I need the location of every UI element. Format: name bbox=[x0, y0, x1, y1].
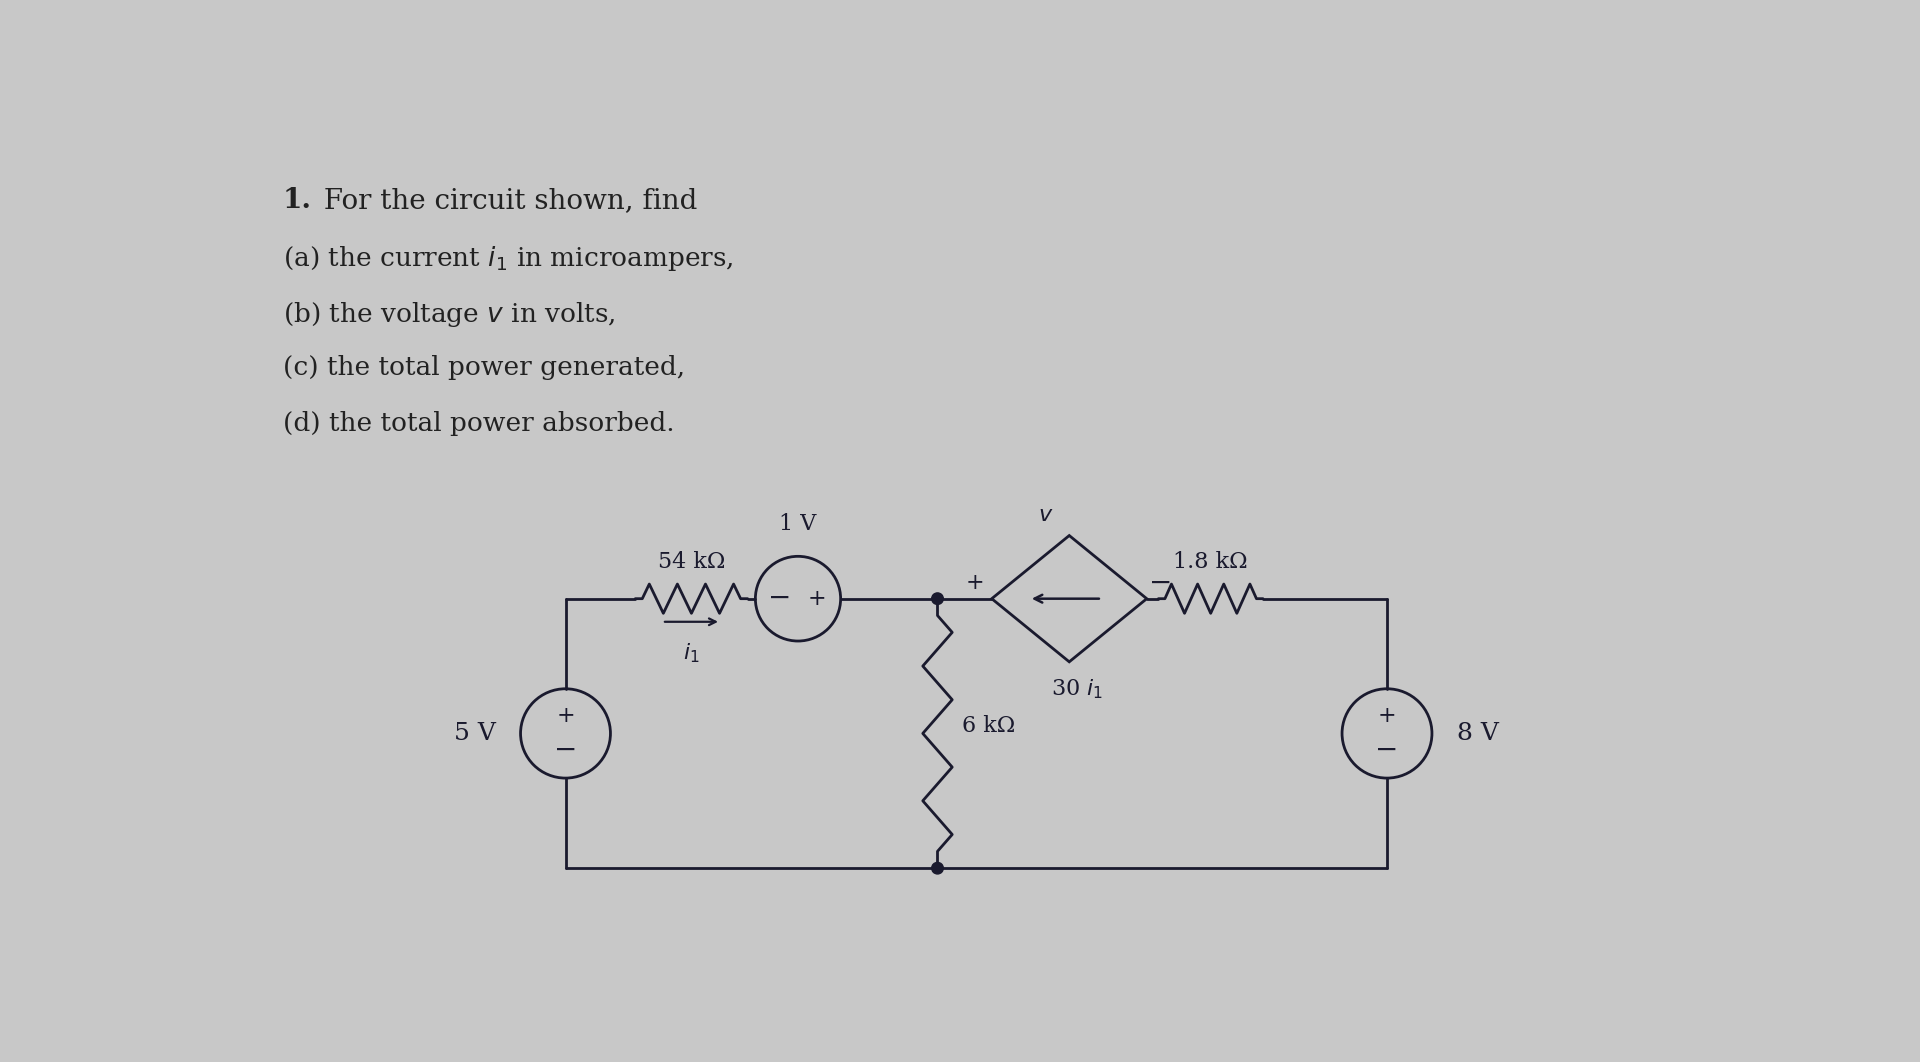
Text: (a) the current $i_1$ in microampers,: (a) the current $i_1$ in microampers, bbox=[282, 244, 733, 274]
Text: 8 V: 8 V bbox=[1457, 722, 1500, 744]
Text: 1.: 1. bbox=[282, 187, 311, 213]
Text: 1.8 kΩ: 1.8 kΩ bbox=[1173, 551, 1248, 573]
Text: 5 V: 5 V bbox=[453, 722, 495, 744]
Text: 1 V: 1 V bbox=[780, 513, 816, 535]
Text: +: + bbox=[806, 587, 826, 610]
Text: +: + bbox=[966, 572, 985, 595]
Text: (c) the total power generated,: (c) the total power generated, bbox=[282, 356, 685, 380]
Text: 6 kΩ: 6 kΩ bbox=[962, 715, 1016, 737]
Text: −: − bbox=[1375, 737, 1398, 764]
Circle shape bbox=[931, 862, 943, 874]
Text: (d) the total power absorbed.: (d) the total power absorbed. bbox=[282, 411, 674, 435]
Text: 30 $i_1$: 30 $i_1$ bbox=[1050, 678, 1102, 701]
Text: For the circuit shown, find: For the circuit shown, find bbox=[315, 187, 697, 213]
Text: +: + bbox=[557, 705, 574, 727]
Text: $i_1$: $i_1$ bbox=[684, 641, 699, 665]
Text: +: + bbox=[1379, 705, 1396, 727]
Text: −: − bbox=[768, 585, 791, 612]
Text: 54 kΩ: 54 kΩ bbox=[659, 551, 726, 573]
Circle shape bbox=[931, 593, 943, 604]
Text: $v$: $v$ bbox=[1039, 504, 1054, 527]
Text: (b) the voltage $v$ in volts,: (b) the voltage $v$ in volts, bbox=[282, 299, 616, 329]
Text: −: − bbox=[1148, 570, 1173, 597]
Text: −: − bbox=[553, 737, 578, 764]
